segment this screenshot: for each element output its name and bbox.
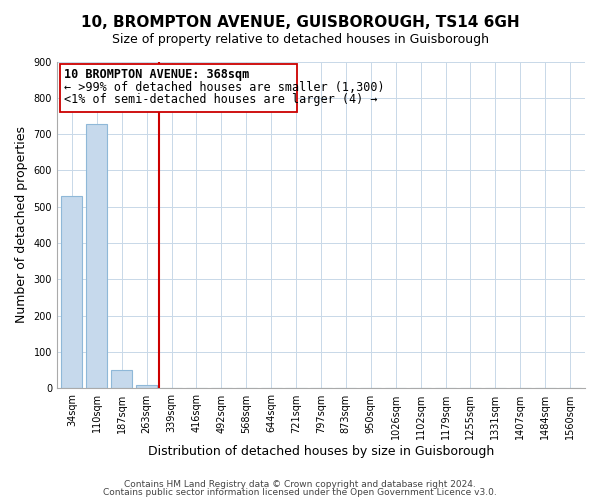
Text: 10 BROMPTON AVENUE: 368sqm: 10 BROMPTON AVENUE: 368sqm — [64, 68, 249, 81]
Text: Contains HM Land Registry data © Crown copyright and database right 2024.: Contains HM Land Registry data © Crown c… — [124, 480, 476, 489]
Bar — [136, 385, 157, 388]
Text: Contains public sector information licensed under the Open Government Licence v3: Contains public sector information licen… — [103, 488, 497, 497]
Bar — [111, 370, 132, 388]
Bar — [61, 196, 82, 388]
X-axis label: Distribution of detached houses by size in Guisborough: Distribution of detached houses by size … — [148, 444, 494, 458]
FancyBboxPatch shape — [60, 64, 296, 112]
Bar — [86, 124, 107, 388]
Y-axis label: Number of detached properties: Number of detached properties — [15, 126, 28, 324]
Text: <1% of semi-detached houses are larger (4) →: <1% of semi-detached houses are larger (… — [64, 92, 377, 106]
Text: Size of property relative to detached houses in Guisborough: Size of property relative to detached ho… — [112, 32, 488, 46]
Text: ← >99% of detached houses are smaller (1,300): ← >99% of detached houses are smaller (1… — [64, 81, 384, 94]
Text: 10, BROMPTON AVENUE, GUISBOROUGH, TS14 6GH: 10, BROMPTON AVENUE, GUISBOROUGH, TS14 6… — [80, 15, 520, 30]
